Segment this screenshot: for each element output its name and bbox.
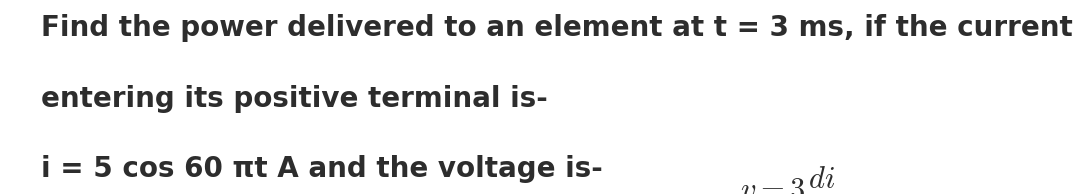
Text: Find the power delivered to an element at t = 3 ms, if the current: Find the power delivered to an element a… xyxy=(41,14,1072,42)
Text: i = 5 cos 60 πt A and the voltage is-: i = 5 cos 60 πt A and the voltage is- xyxy=(41,155,603,183)
Text: $v = 3\,\dfrac{di}{dt}$: $v = 3\,\dfrac{di}{dt}$ xyxy=(740,165,838,194)
Text: entering its positive terminal is-: entering its positive terminal is- xyxy=(41,85,548,113)
